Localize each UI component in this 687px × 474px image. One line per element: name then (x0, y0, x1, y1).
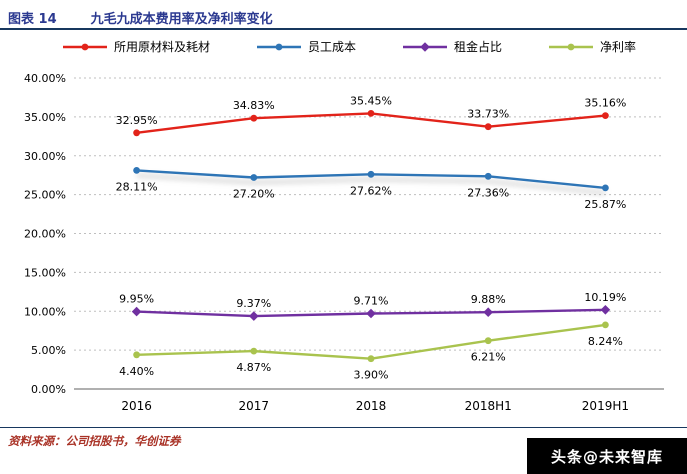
data-label: 9.88% (471, 293, 506, 306)
legend-line-icon (549, 43, 594, 50)
data-label: 28.11% (116, 180, 158, 193)
watermark-text: 头条@未来智库 (550, 447, 663, 466)
legend-label: 员工成本 (308, 40, 357, 54)
source-note: 资料来源：公司招股书，华创证券 (8, 434, 181, 448)
y-tick-label: 25.00% (24, 189, 66, 202)
data-label: 10.19% (584, 291, 626, 304)
data-label: 4.40% (119, 365, 154, 378)
legend-label: 净利率 (600, 40, 637, 54)
legend-item-3: 净利率 (548, 38, 636, 55)
series-marker (367, 110, 375, 117)
series-marker (367, 170, 375, 178)
x-tick-label: 2018H1 (465, 399, 512, 413)
series-marker (484, 337, 492, 345)
data-label: 6.21% (471, 351, 506, 364)
data-label: 9.95% (119, 293, 154, 306)
data-label: 35.45% (350, 94, 392, 107)
data-label: 27.36% (467, 186, 509, 199)
y-tick-label: 15.00% (24, 266, 66, 279)
series-marker (248, 311, 259, 321)
series-marker (602, 184, 609, 192)
legend-line-icon (257, 43, 302, 50)
data-label: 32.95% (116, 114, 158, 127)
x-tick-label: 2016 (121, 399, 152, 413)
series-marker (250, 114, 258, 122)
series-marker (133, 167, 141, 174)
data-label: 25.87% (584, 198, 626, 211)
figure-number: 图表 14 (8, 12, 57, 27)
series-marker (133, 129, 141, 137)
x-tick-label: 2019H1 (582, 399, 629, 413)
y-tick-label: 30.00% (24, 150, 66, 163)
data-label: 8.24% (588, 335, 623, 348)
series-line-3 (136, 323, 606, 360)
y-tick-label: 35.00% (24, 111, 66, 124)
data-label: 3.90% (354, 369, 389, 382)
data-label: 34.83% (233, 99, 275, 112)
series-marker (600, 304, 611, 315)
y-tick-label: 5.00% (31, 344, 66, 357)
legend-label: 所用原材料及耗材 (114, 40, 211, 54)
data-label: 9.37% (236, 297, 271, 310)
watermark-badge: 头条@未来智库 (527, 438, 687, 474)
series-marker (133, 351, 141, 359)
series-marker (250, 347, 258, 355)
legend-item-1: 员工成本 (256, 38, 356, 55)
y-tick-label: 10.00% (24, 305, 66, 318)
series-marker (602, 112, 609, 119)
series-marker (131, 306, 142, 317)
legend-line-icon (403, 41, 448, 52)
legend-line-icon (63, 43, 107, 50)
data-label: 9.71% (354, 295, 389, 308)
line-chart: 0.00% 5.00% 10.00% 15.00% 20.00% 25.00% 30.00%… (24, 72, 664, 413)
data-label: 33.73% (467, 108, 509, 121)
figure-title: 九毛九成本费用率及净利率变化 (90, 12, 273, 27)
series-marker (366, 308, 376, 319)
series-marker (602, 321, 609, 329)
data-label: 27.20% (233, 188, 275, 201)
series-marker (483, 307, 494, 318)
series-marker (250, 174, 258, 181)
series-marker (484, 123, 492, 131)
data-label: 35.16% (584, 97, 626, 110)
legend-item-0: 所用原材料及耗材 (62, 38, 210, 55)
x-tick-label: 2017 (239, 399, 270, 413)
series-marker (367, 355, 375, 363)
y-tick-label: 40.00% (24, 72, 66, 85)
x-tick-label: 2018 (356, 399, 387, 413)
figure-header: 图表 14 九毛九成本费用率及净利率变化 (0, 0, 687, 30)
legend-item-2: 租金占比 (402, 38, 502, 55)
footer-divider (0, 427, 687, 428)
y-tick-label: 0.00% (31, 383, 66, 396)
chart-legend: 所用原材料及耗材 员工成本 租金占比 净利率 (0, 38, 687, 55)
legend-label: 租金占比 (454, 40, 503, 54)
data-label: 27.62% (350, 184, 392, 197)
data-label: 4.87% (236, 361, 271, 374)
y-tick-label: 20.00% (24, 228, 66, 241)
series-marker (484, 172, 492, 180)
